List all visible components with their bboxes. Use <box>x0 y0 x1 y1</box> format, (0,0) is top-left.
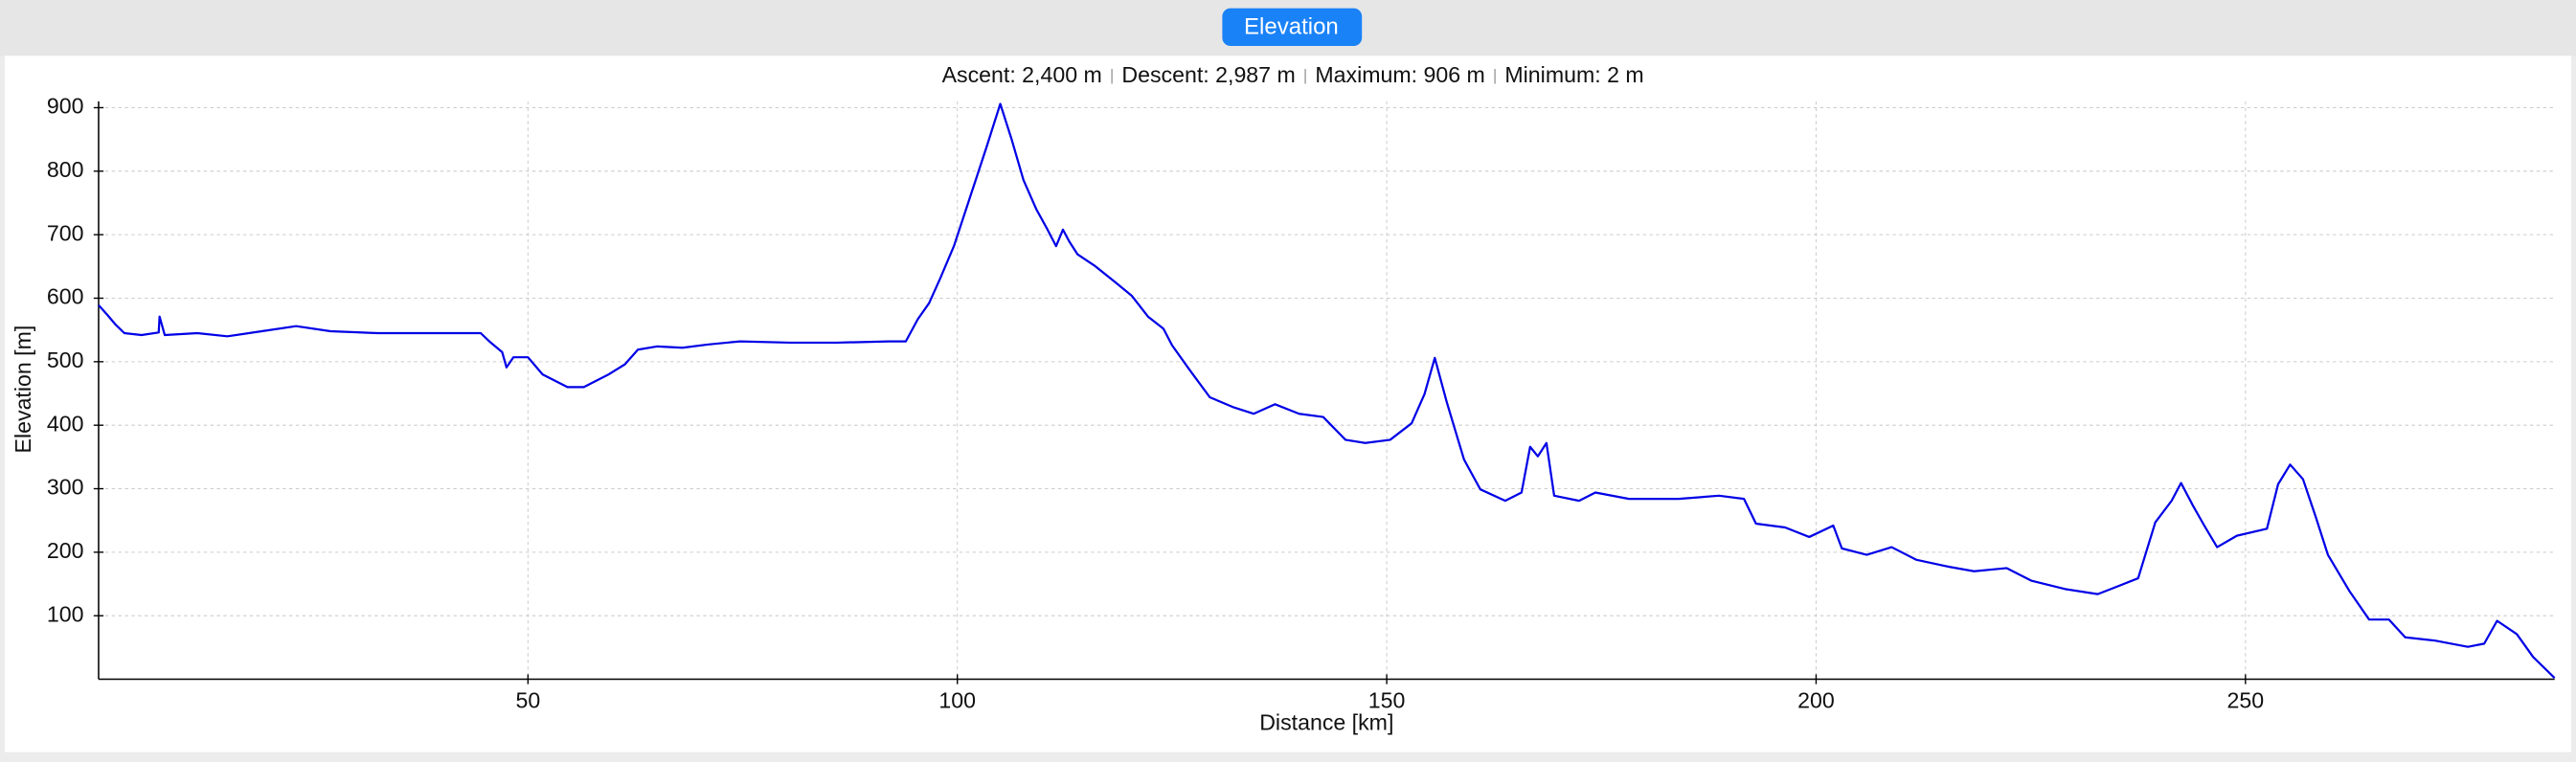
y-tick-label: 400 <box>47 411 84 436</box>
tab-button[interactable] <box>1222 8 1363 47</box>
y-tick-label: 300 <box>47 475 84 500</box>
y-tick-label: 700 <box>47 220 84 245</box>
elevation-line <box>98 102 2556 680</box>
stats-item: Maximum: 906 m <box>1315 62 1484 87</box>
y-axis-label: Elevation [m] <box>11 325 35 454</box>
x-tick-label: 50 <box>515 688 540 713</box>
stats-item: Ascent: 2,400 m <box>942 62 1102 87</box>
tab-label[interactable]: Elevation <box>1244 14 1339 40</box>
stats: Ascent: 2,400 m Descent: 2,987 m Maximum: … <box>942 62 1644 87</box>
stats-item: Descent: 2,987 m <box>1121 62 1295 87</box>
y-tick-label: 600 <box>47 284 84 309</box>
plot-panel <box>5 56 2571 752</box>
y-tick-label: 200 <box>47 538 84 563</box>
y-tick-label: 800 <box>47 157 84 182</box>
y-tick-label: 100 <box>47 601 84 626</box>
y-tick-label: 500 <box>47 347 84 372</box>
x-tick-label: 250 <box>2227 688 2265 713</box>
y-tick-label: 900 <box>47 94 84 119</box>
stats-item: Minimum: 2 m <box>1504 62 1643 87</box>
x-axis-label: Distance [km] <box>1259 710 1393 735</box>
x-tick-label: 200 <box>1797 688 1835 713</box>
x-tick-label: 150 <box>1368 688 1406 713</box>
x-tick-label: 100 <box>938 688 976 713</box>
